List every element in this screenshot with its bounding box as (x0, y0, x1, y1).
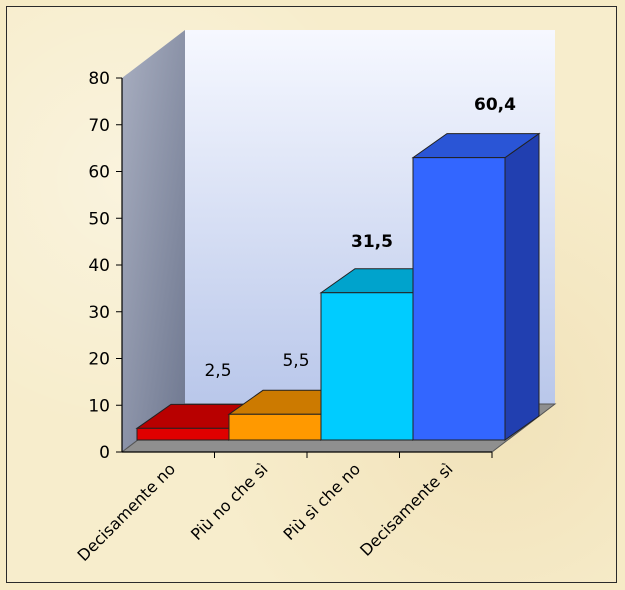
bar-front (320, 292, 414, 441)
y-tick-label: 10 (88, 396, 110, 416)
y-tick-label: 80 (88, 69, 110, 89)
y-tick-label: 70 (88, 116, 110, 136)
data-label: 60,4 (474, 95, 516, 115)
y-tick-label: 0 (99, 443, 110, 463)
bar-front (412, 157, 506, 441)
y-tick-label: 40 (88, 256, 110, 276)
bar-front (228, 413, 322, 441)
bars (135, 132, 541, 441)
data-label: 5,5 (282, 351, 309, 371)
category-label: Decisamente sì (356, 459, 456, 559)
data-label: 31,5 (351, 232, 393, 252)
data-label: 2,5 (204, 361, 231, 381)
y-tick-label: 60 (88, 163, 110, 183)
category-labels: Decisamente no Più no che sì Più sì che no… (74, 459, 457, 565)
y-tick-label: 20 (88, 350, 110, 370)
bar-3 (411, 132, 541, 441)
value-labels: 2,5 5,5 31,5 60,4 (204, 95, 516, 381)
y-axis: 0 10 20 30 40 50 60 70 80 (88, 69, 493, 463)
y-tick-label: 30 (88, 303, 110, 323)
bar-front (136, 427, 230, 441)
y-tick-label: 50 (88, 209, 110, 229)
category-label: Più no che sì (187, 459, 272, 544)
left-wall (122, 30, 185, 452)
category-label: Più sì che no (279, 459, 364, 544)
category-label: Decisamente no (74, 459, 180, 565)
bar-side (504, 132, 540, 441)
